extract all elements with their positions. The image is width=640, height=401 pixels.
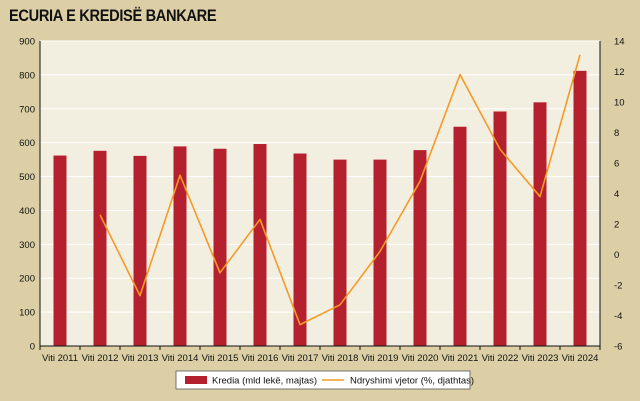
x-axis-labels: Viti 2011 Viti 2012 Viti 2013 Viti 2014 Viti… [42, 353, 598, 364]
legend-line-label: Ndryshimi vjetor (%, djathtas) [350, 376, 474, 387]
right-tick-label: 10 [614, 98, 625, 109]
bar-viti-2018 [333, 159, 347, 346]
bar-viti-2022 [493, 111, 507, 346]
bar-viti-2021 [453, 126, 467, 346]
bar-viti-2017 [293, 153, 307, 346]
left-tick-label: 500 [19, 172, 35, 183]
right-axis-labels: -6 -4 -2 0 2 4 6 8 10 12 14 [614, 37, 625, 353]
line-series [99, 54, 581, 326]
x-tick-label: Viti 2011 [42, 353, 78, 364]
bar-viti-2011 [53, 155, 67, 346]
left-tick-label: 200 [19, 274, 35, 285]
bar-viti-2015 [213, 148, 227, 346]
x-tick-label: Viti 2022 [482, 353, 519, 364]
bar-viti-2016 [253, 144, 267, 346]
left-tick-label: 700 [19, 104, 35, 115]
right-tick-label: 2 [614, 220, 619, 231]
x-tick-label: Viti 2013 [122, 353, 159, 364]
left-tick-label: 800 [19, 70, 35, 81]
axes [39, 41, 601, 350]
bar-viti-2024 [573, 70, 587, 347]
legend-bar-swatch [185, 376, 207, 384]
legend-bar-label: Kredia (mld lekë, majtas) [212, 376, 317, 387]
left-tick-label: 600 [19, 138, 35, 149]
x-tick-label: Viti 2023 [522, 353, 559, 364]
x-tick-label: Viti 2017 [282, 353, 319, 364]
x-tick-label: Viti 2020 [402, 353, 439, 364]
x-tick-label: Viti 2015 [202, 353, 239, 364]
bar-viti-2013 [133, 155, 147, 346]
plot-area [40, 41, 600, 346]
x-tick-label: Viti 2016 [242, 353, 279, 364]
bar-series [53, 70, 587, 347]
right-tick-label: 12 [614, 67, 625, 78]
bar-viti-2023 [533, 102, 547, 346]
right-tick-label: -4 [614, 311, 622, 322]
right-tick-label: 8 [614, 128, 619, 139]
right-tick-label: 4 [614, 189, 619, 200]
left-tick-label: 300 [19, 240, 35, 251]
chart-title: ECURIA E KREDISË BANKARE [9, 6, 217, 25]
left-tick-label: 0 [30, 342, 35, 353]
bar-viti-2012 [93, 150, 107, 346]
right-tick-label: -6 [614, 342, 622, 353]
left-tick-label: 100 [19, 308, 35, 319]
left-tick-label: 900 [19, 37, 35, 48]
left-tick-label: 400 [19, 206, 35, 217]
x-tick-label: Viti 2019 [362, 353, 399, 364]
left-axis-labels: 0 100 200 300 400 500 600 700 800 900 [19, 37, 35, 353]
bar-viti-2019 [373, 159, 387, 346]
x-tick-label: Viti 2012 [82, 353, 119, 364]
legend: Kredia (mld lekë, majtas) Ndryshimi vjeto… [175, 370, 474, 390]
x-tick-label: Viti 2018 [322, 353, 359, 364]
right-tick-label: 6 [614, 159, 619, 170]
bar-viti-2014 [173, 146, 187, 346]
x-tick-label: Viti 2024 [562, 353, 599, 364]
right-tick-label: 0 [614, 250, 619, 261]
bar-viti-2020 [413, 150, 427, 346]
right-tick-label: 14 [614, 37, 625, 48]
x-tick-label: Viti 2014 [162, 353, 199, 364]
x-tick-label: Viti 2021 [442, 353, 479, 364]
right-tick-label: -2 [614, 281, 622, 292]
